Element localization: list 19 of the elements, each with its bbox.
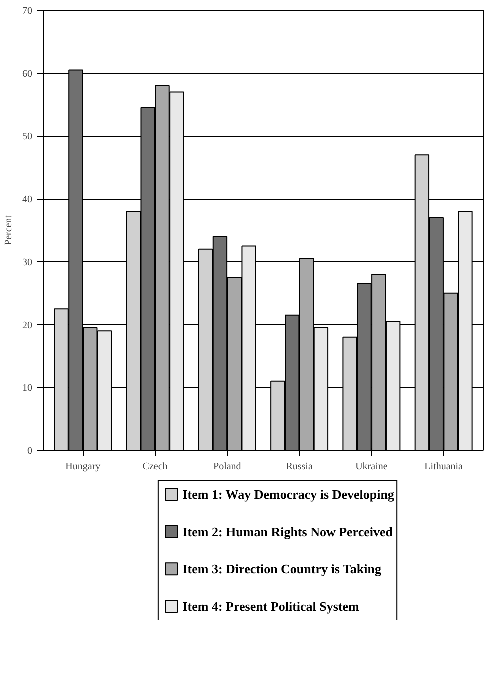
y-tick-label: 0 bbox=[28, 446, 32, 457]
y-tick-label: 70 bbox=[22, 6, 32, 17]
y-axis-title: Percent bbox=[4, 215, 14, 246]
y-tick-label: 60 bbox=[22, 68, 32, 80]
x-tick-label: Russia bbox=[286, 462, 314, 472]
legend-label: Item 2: Human Rights Now Perceived bbox=[182, 524, 394, 540]
x-tick-label: Hungary bbox=[66, 462, 101, 472]
y-tick-label: 50 bbox=[22, 132, 32, 143]
y-tick-label: 40 bbox=[22, 194, 32, 206]
y-tick-label: 30 bbox=[22, 257, 32, 268]
y-tick-label: 20 bbox=[22, 320, 32, 332]
x-tick-label: Czech bbox=[142, 462, 168, 472]
legend-label: Item 3: Direction Country is Taking bbox=[182, 562, 382, 577]
y-tick-label: 10 bbox=[22, 383, 32, 394]
legend-label: Item 4: Present Political System bbox=[182, 599, 360, 614]
x-tick-label: Poland bbox=[214, 462, 242, 472]
x-tick-label: Ukraine bbox=[356, 462, 388, 472]
legend-label: Item 1: Way Democracy is Developing bbox=[182, 487, 395, 502]
x-tick-label: Lithuania bbox=[424, 462, 464, 472]
